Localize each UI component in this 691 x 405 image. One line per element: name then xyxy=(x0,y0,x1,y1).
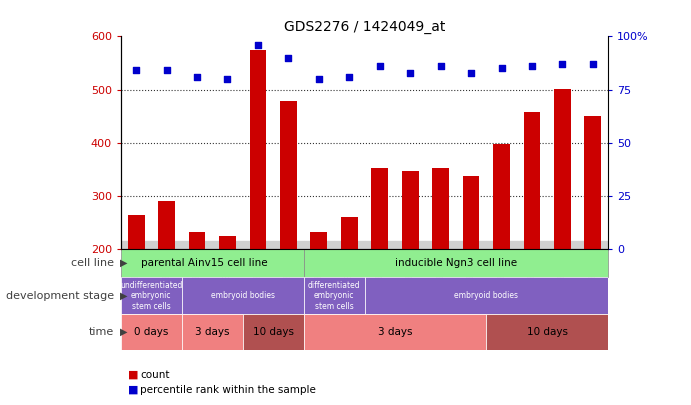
Point xyxy=(527,63,538,70)
Bar xyxy=(524,113,540,249)
Text: ▶: ▶ xyxy=(120,291,128,301)
Bar xyxy=(578,241,608,249)
Text: ▶: ▶ xyxy=(120,258,128,268)
Bar xyxy=(151,241,182,249)
Point xyxy=(131,67,142,74)
Point xyxy=(375,63,386,70)
Bar xyxy=(243,314,303,350)
Bar xyxy=(128,215,144,249)
Text: undifferentiated
embryonic
stem cells: undifferentiated embryonic stem cells xyxy=(120,281,182,311)
Text: embryoid bodies: embryoid bodies xyxy=(454,291,518,300)
Text: parental Ainv15 cell line: parental Ainv15 cell line xyxy=(142,258,268,268)
Bar xyxy=(433,168,449,249)
Bar xyxy=(280,101,296,249)
Bar xyxy=(364,241,395,249)
Bar xyxy=(121,314,182,350)
Bar xyxy=(182,241,212,249)
Bar xyxy=(121,249,303,277)
Bar xyxy=(243,241,273,249)
Bar xyxy=(303,249,608,277)
Title: GDS2276 / 1424049_at: GDS2276 / 1424049_at xyxy=(284,20,445,34)
Text: embryoid bodies: embryoid bodies xyxy=(211,291,275,300)
Point xyxy=(343,74,354,80)
Point xyxy=(557,61,568,67)
Text: 3 days: 3 days xyxy=(195,327,229,337)
Text: count: count xyxy=(140,370,170,379)
Text: inducible Ngn3 cell line: inducible Ngn3 cell line xyxy=(395,258,517,268)
Bar xyxy=(456,241,486,249)
Text: ■: ■ xyxy=(128,385,138,394)
Text: percentile rank within the sample: percentile rank within the sample xyxy=(140,385,316,394)
Bar xyxy=(334,241,364,249)
Bar xyxy=(585,116,601,249)
Bar xyxy=(547,241,578,249)
Text: 0 days: 0 days xyxy=(134,327,169,337)
Bar xyxy=(249,50,266,249)
Point xyxy=(283,54,294,61)
Bar xyxy=(365,277,608,314)
Bar xyxy=(182,277,303,314)
Point xyxy=(405,69,416,76)
Bar xyxy=(395,241,426,249)
Point xyxy=(161,67,172,74)
Bar xyxy=(303,314,486,350)
Point xyxy=(496,65,507,72)
Text: ■: ■ xyxy=(128,370,138,379)
Bar xyxy=(182,314,243,350)
Text: ▶: ▶ xyxy=(120,327,128,337)
Bar xyxy=(463,176,480,249)
Point xyxy=(252,42,263,48)
Text: 10 days: 10 days xyxy=(253,327,294,337)
Bar xyxy=(517,241,547,249)
Bar xyxy=(273,241,303,249)
Point xyxy=(313,76,324,82)
Bar xyxy=(493,144,510,249)
Point xyxy=(466,69,477,76)
Bar xyxy=(486,314,608,350)
Text: cell line: cell line xyxy=(71,258,114,268)
Bar xyxy=(371,168,388,249)
Text: development stage: development stage xyxy=(6,291,114,301)
Bar xyxy=(554,89,571,249)
Bar xyxy=(426,241,456,249)
Point xyxy=(222,76,233,82)
Text: 3 days: 3 days xyxy=(378,327,413,337)
Bar xyxy=(212,241,243,249)
Bar xyxy=(486,241,517,249)
Bar xyxy=(341,217,358,249)
Bar xyxy=(158,201,175,249)
Bar xyxy=(189,232,205,249)
Bar xyxy=(401,171,419,249)
Bar xyxy=(121,277,182,314)
Text: 10 days: 10 days xyxy=(527,327,568,337)
Bar xyxy=(219,236,236,249)
Text: time: time xyxy=(88,327,114,337)
Bar xyxy=(303,241,334,249)
Bar xyxy=(303,277,365,314)
Bar xyxy=(121,241,151,249)
Point xyxy=(435,63,446,70)
Bar xyxy=(310,232,328,249)
Text: differentiated
embryonic
stem cells: differentiated embryonic stem cells xyxy=(307,281,361,311)
Point xyxy=(191,74,202,80)
Point xyxy=(587,61,598,67)
